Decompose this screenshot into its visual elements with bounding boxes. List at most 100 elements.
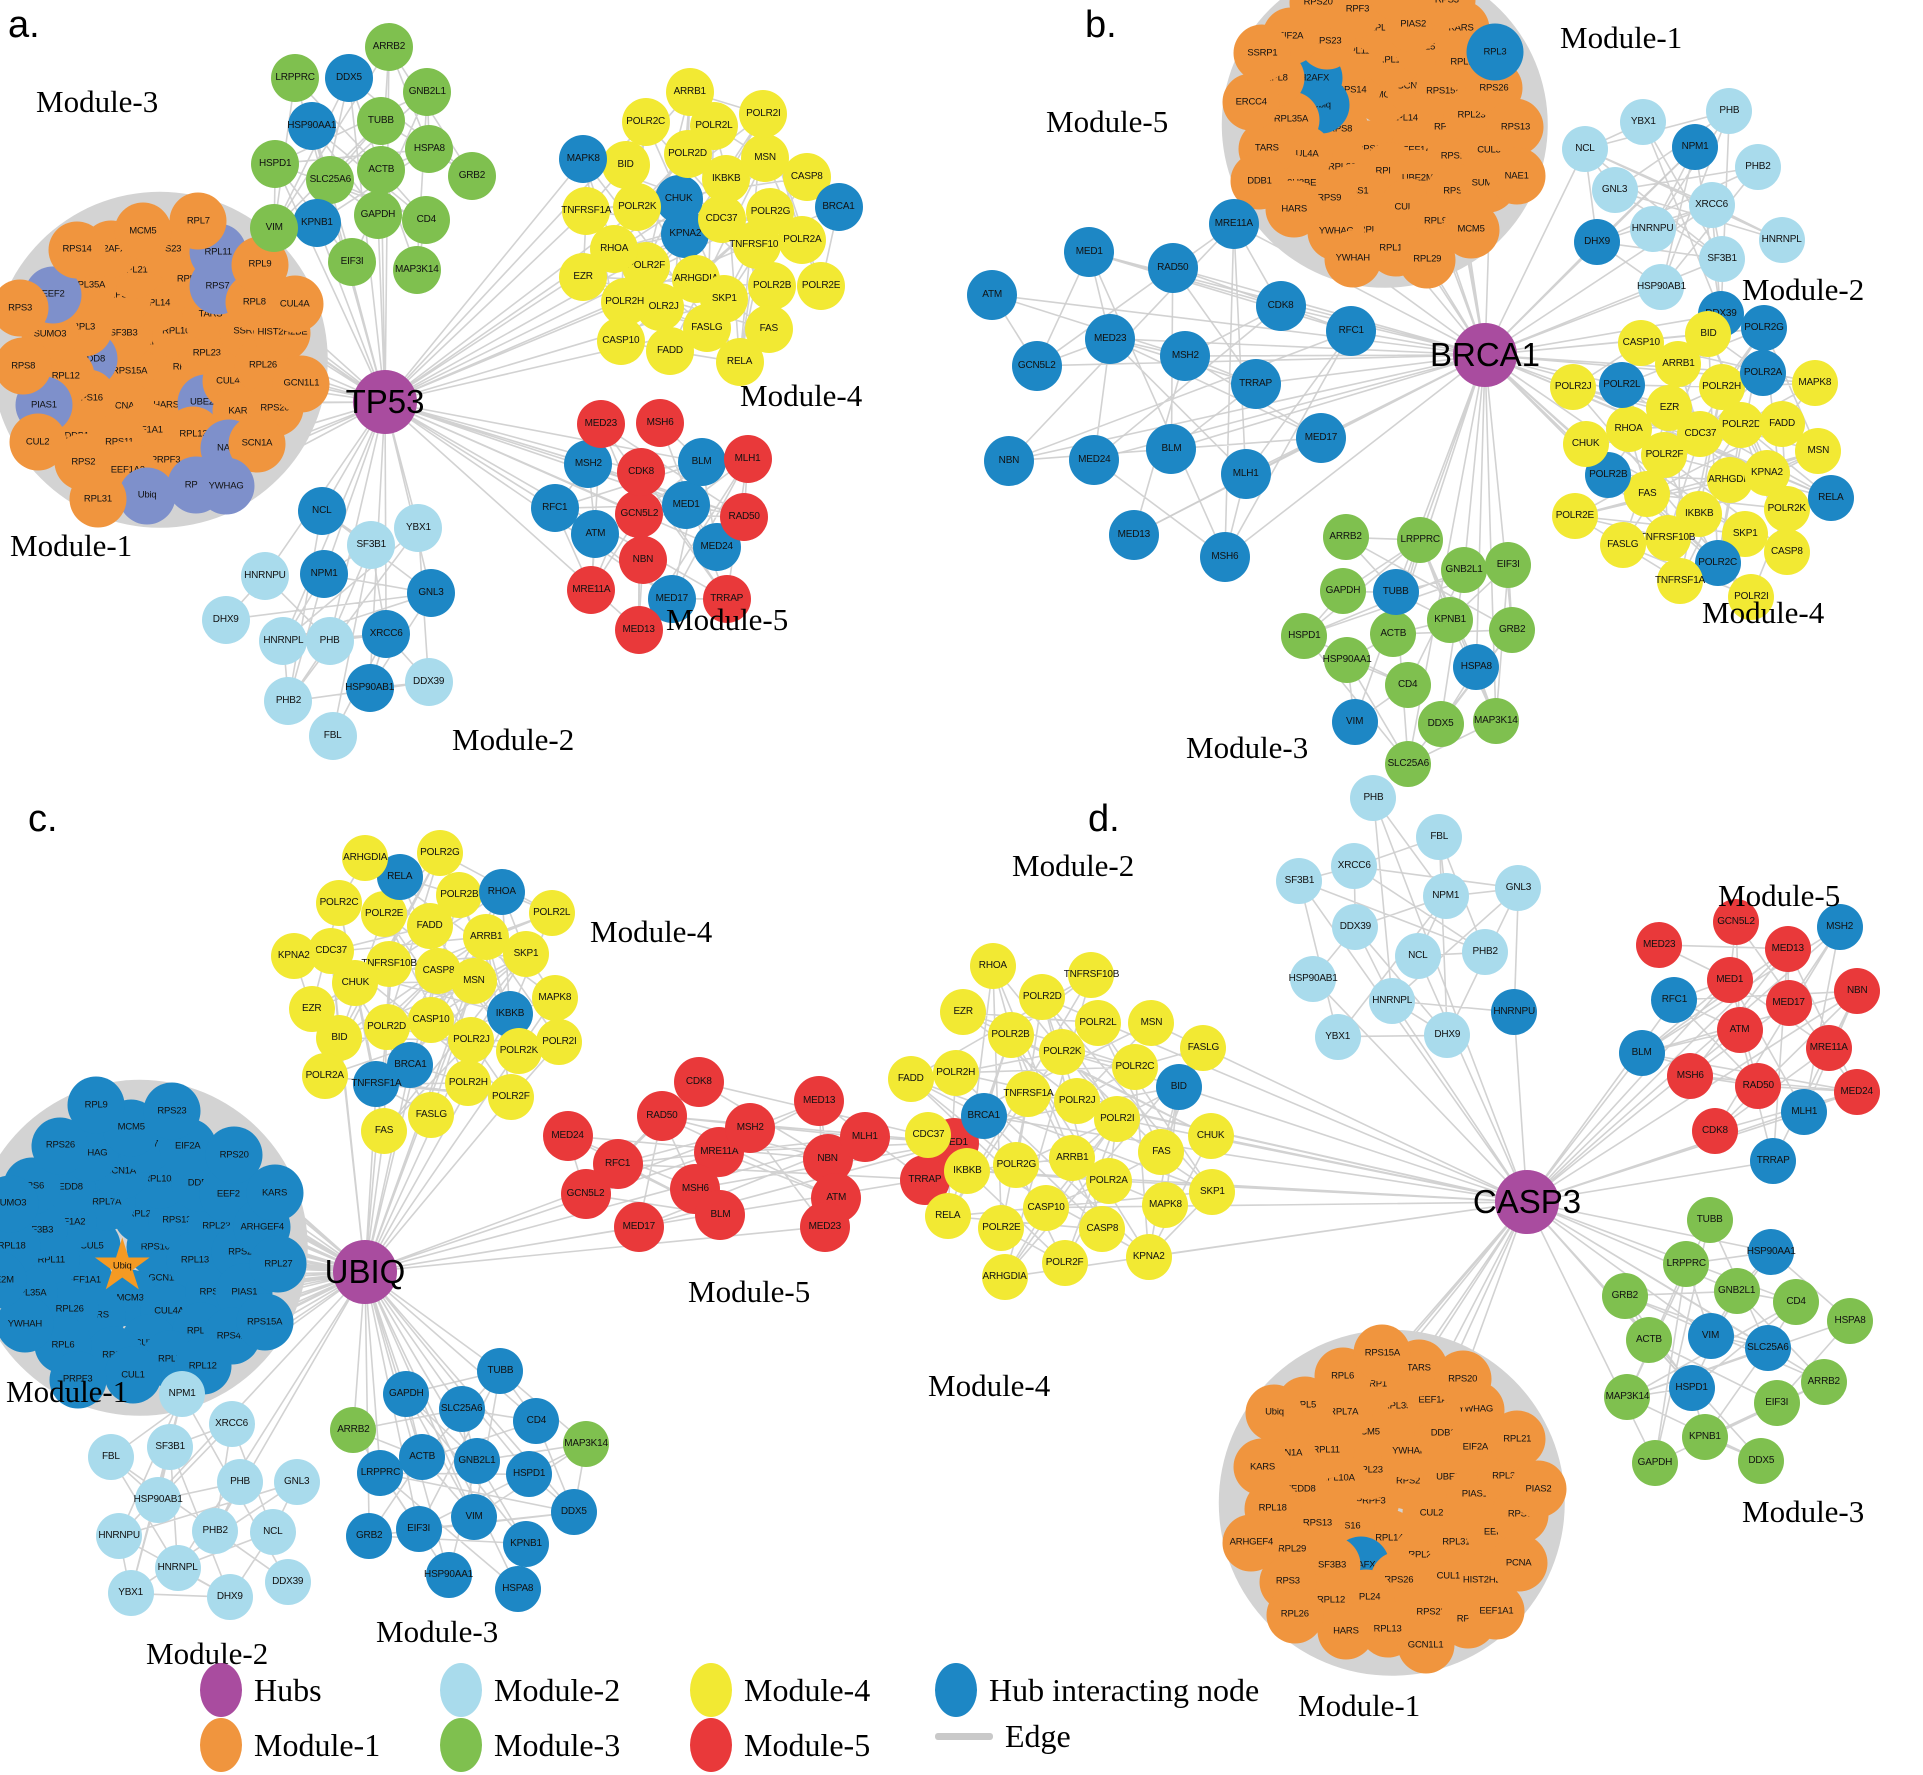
- network-node[interactable]: NCL: [1561, 126, 1608, 173]
- network-node[interactable]: POLR2B: [748, 262, 797, 311]
- network-node[interactable]: RELA: [1807, 475, 1854, 522]
- network-node[interactable]: GAPDH: [1631, 1439, 1678, 1486]
- network-node[interactable]: RHOA: [478, 868, 525, 915]
- network-node[interactable]: PHB2: [1462, 929, 1509, 976]
- network-node[interactable]: PIAS2: [1509, 1460, 1567, 1518]
- network-node[interactable]: GNB2L1: [1713, 1268, 1760, 1315]
- network-node[interactable]: BLM: [1618, 1030, 1665, 1077]
- network-node[interactable]: ATM: [967, 269, 1018, 320]
- network-node[interactable]: RAD50: [1147, 242, 1198, 293]
- network-node[interactable]: HNRNPU: [1491, 989, 1538, 1036]
- network-node[interactable]: CD4: [402, 196, 451, 245]
- network-node[interactable]: MSH6: [1667, 1052, 1714, 1099]
- network-node[interactable]: Ubiq: [118, 467, 176, 525]
- network-node[interactable]: KARS: [1233, 1438, 1291, 1496]
- network-node[interactable]: FADD: [645, 326, 694, 375]
- network-node[interactable]: MED13: [614, 605, 663, 654]
- network-node[interactable]: TRRAP: [702, 575, 751, 624]
- network-node[interactable]: HNRNPU: [1629, 206, 1676, 253]
- network-node[interactable]: RPL3: [1466, 23, 1524, 81]
- network-node[interactable]: CD4: [513, 1398, 560, 1445]
- network-node[interactable]: GCN5L2: [560, 1169, 611, 1220]
- network-node[interactable]: GAPDH: [383, 1370, 430, 1417]
- network-node[interactable]: HSPA8: [1827, 1297, 1874, 1344]
- network-node[interactable]: EIF3I: [328, 238, 377, 286]
- network-node[interactable]: BID: [1685, 311, 1732, 358]
- network-node[interactable]: DDX5: [324, 54, 373, 103]
- network-node[interactable]: MLH1: [839, 1112, 890, 1163]
- network-node[interactable]: EIF3I: [395, 1505, 442, 1552]
- network-node[interactable]: SF3B1: [347, 520, 396, 569]
- network-node[interactable]: POLR2K: [1039, 1029, 1086, 1075]
- network-node[interactable]: DDX5: [550, 1489, 597, 1536]
- network-node[interactable]: GNB2L1: [453, 1437, 500, 1484]
- network-node[interactable]: ACTB: [399, 1434, 446, 1481]
- network-node[interactable]: MLH1: [723, 434, 772, 483]
- network-node[interactable]: MED13: [1108, 509, 1159, 560]
- network-node[interactable]: TUBB: [1372, 569, 1419, 616]
- network-node[interactable]: CDC37: [905, 1111, 952, 1158]
- network-node[interactable]: GCN5L2: [1011, 340, 1062, 391]
- network-node[interactable]: FAS: [1624, 471, 1671, 518]
- network-node[interactable]: MRE11A: [1805, 1024, 1852, 1071]
- network-node[interactable]: SKP1: [1189, 1168, 1236, 1215]
- network-node[interactable]: TNFRSF1A: [351, 1061, 402, 1108]
- network-node[interactable]: MED13: [1764, 925, 1811, 972]
- network-node[interactable]: SKP1: [502, 930, 549, 977]
- network-node[interactable]: SLC25A6: [1744, 1324, 1791, 1371]
- network-node[interactable]: HSP90AB1: [1289, 955, 1338, 1002]
- network-node[interactable]: NCL: [1394, 932, 1441, 979]
- network-node[interactable]: POLR2B: [987, 1011, 1034, 1058]
- network-node[interactable]: DDX39: [264, 1558, 311, 1605]
- network-node[interactable]: RELA: [924, 1193, 971, 1240]
- network-node[interactable]: MED23: [1636, 921, 1683, 968]
- network-node[interactable]: IKBKB: [944, 1147, 991, 1194]
- network-node[interactable]: RPL6: [1314, 1347, 1372, 1405]
- network-node[interactable]: CUL2: [9, 413, 67, 471]
- network-node[interactable]: RPL31: [69, 470, 127, 528]
- network-node[interactable]: MCM5: [114, 202, 172, 260]
- network-node[interactable]: MAPK8: [559, 135, 608, 184]
- network-node[interactable]: MED24: [1833, 1068, 1880, 1115]
- network-node[interactable]: POLR2H: [932, 1049, 979, 1096]
- network-node[interactable]: GRB2: [447, 151, 496, 200]
- network-node[interactable]: HNRNPL: [1758, 217, 1805, 264]
- network-node[interactable]: POLR2A: [301, 1053, 348, 1100]
- network-node[interactable]: RPS13: [1486, 98, 1544, 156]
- network-node[interactable]: MAPK8: [531, 974, 578, 1021]
- network-node[interactable]: CHUK: [1562, 421, 1609, 468]
- network-node[interactable]: GNL3: [273, 1459, 320, 1506]
- network-node[interactable]: ARRB2: [330, 1407, 377, 1454]
- network-node[interactable]: MAP3K14: [563, 1420, 610, 1467]
- network-node[interactable]: MED13: [794, 1076, 845, 1127]
- network-node[interactable]: EZR: [288, 986, 335, 1033]
- network-node[interactable]: POLR2G: [416, 830, 463, 877]
- network-node[interactable]: PRPF3: [49, 1351, 107, 1409]
- network-node[interactable]: FAS: [361, 1108, 408, 1155]
- network-node[interactable]: SLC25A6: [438, 1386, 485, 1433]
- network-node[interactable]: HNRNPL: [259, 617, 308, 666]
- network-node[interactable]: RAD50: [1735, 1063, 1782, 1110]
- network-node[interactable]: MSH2: [1816, 904, 1863, 951]
- hub-node[interactable]: CASP3: [1473, 1170, 1581, 1234]
- network-node[interactable]: PHB: [1706, 88, 1753, 135]
- network-node[interactable]: NBN: [1834, 968, 1881, 1015]
- network-node[interactable]: LRPPRC: [1397, 516, 1444, 563]
- network-node[interactable]: HSPA8: [1453, 644, 1500, 691]
- network-node[interactable]: RPS26: [31, 1117, 89, 1175]
- network-node[interactable]: FASLG: [408, 1092, 455, 1138]
- network-node[interactable]: GNL3: [406, 569, 455, 618]
- network-node[interactable]: KPNB1: [1681, 1413, 1728, 1460]
- network-node[interactable]: SF3B1: [147, 1423, 194, 1470]
- network-node[interactable]: GNL3: [1495, 865, 1542, 912]
- network-node[interactable]: CASP10: [1023, 1184, 1070, 1231]
- network-node[interactable]: SF3B1: [1699, 235, 1746, 282]
- network-node[interactable]: MSN: [741, 133, 790, 182]
- hub-node[interactable]: BRCA1: [1430, 323, 1540, 387]
- network-node[interactable]: HNRNPL: [154, 1544, 201, 1591]
- network-node[interactable]: NCL: [297, 486, 346, 535]
- network-node[interactable]: POLR2H: [445, 1059, 492, 1106]
- network-node[interactable]: MAPK8: [1791, 360, 1838, 407]
- network-node[interactable]: ATM: [1716, 1006, 1763, 1053]
- network-node[interactable]: RAD50: [636, 1091, 687, 1142]
